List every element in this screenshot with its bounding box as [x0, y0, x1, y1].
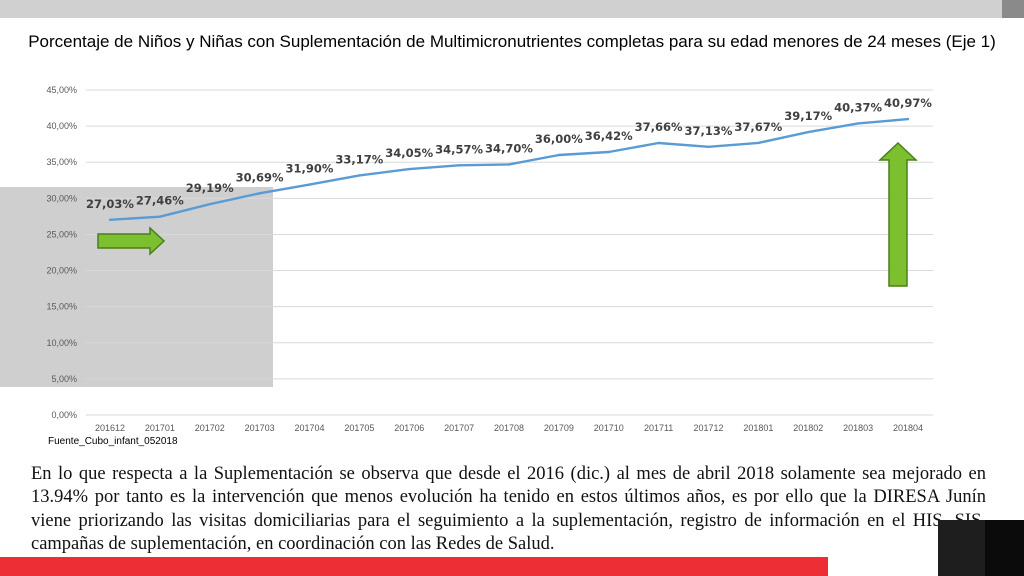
y-tick-label: 30,00% — [46, 193, 77, 203]
up-arrow-icon — [878, 141, 918, 287]
data-point — [856, 122, 860, 125]
data-label: 37,67% — [734, 120, 782, 134]
y-tick-label: 10,00% — [46, 338, 77, 348]
data-point — [657, 141, 660, 145]
y-tick-label: 5,00% — [51, 374, 77, 384]
data-label: 37,13% — [685, 124, 733, 138]
x-tick-label: 201802 — [793, 423, 823, 433]
data-label: 34,57% — [435, 142, 483, 156]
data-label: 36,00% — [535, 132, 583, 146]
data-point — [707, 145, 710, 149]
y-tick-label: 0,00% — [51, 410, 77, 420]
x-tick-label: 201612 — [95, 423, 125, 433]
data-label: 34,05% — [385, 146, 433, 160]
source-note: Fuente_Cubo_infant_052018 — [48, 436, 178, 447]
data-point — [108, 218, 112, 221]
data-point — [507, 163, 511, 166]
top-decor-corner — [1002, 0, 1024, 18]
data-point — [906, 117, 910, 121]
data-label: 27,03% — [86, 197, 134, 211]
data-label: 39,17% — [784, 109, 832, 123]
data-label: 33,17% — [335, 152, 383, 166]
x-tick-label: 201706 — [394, 423, 424, 433]
series-line — [109, 117, 909, 221]
data-label: 34,70% — [485, 141, 533, 155]
y-tick-label: 15,00% — [46, 302, 77, 312]
data-point — [607, 150, 610, 154]
y-tick-label: 25,00% — [46, 229, 77, 239]
y-tick-label: 20,00% — [46, 266, 77, 276]
data-label: 29,19% — [186, 181, 234, 195]
x-tick-label: 201702 — [195, 423, 225, 433]
x-tick-label: 201705 — [344, 423, 374, 433]
y-tick-label: 35,00% — [46, 157, 77, 167]
x-tick-label: 201708 — [494, 423, 524, 433]
data-point — [557, 153, 561, 157]
right-arrow-icon — [97, 226, 166, 256]
chart-title: Porcentaje de Niños y Niñas con Suplemen… — [28, 32, 996, 51]
x-tick-label: 201707 — [444, 423, 474, 433]
data-label: 27,46% — [136, 194, 184, 208]
x-tick-label: 201804 — [893, 423, 923, 433]
data-point — [308, 183, 311, 186]
data-point — [358, 174, 361, 177]
gray-overlay-block — [0, 187, 273, 387]
x-tick-label: 201711 — [644, 423, 673, 433]
y-tick-label: 40,00% — [46, 121, 77, 131]
bottom-red-bar — [0, 557, 828, 576]
data-point — [158, 215, 162, 218]
line-chart: 0,00% 5,00% 10,00% 15,00% 20,00% 25,00% 30,00%… — [46, 85, 933, 433]
data-point — [258, 192, 261, 195]
data-point — [757, 141, 760, 145]
x-tick-label: 201709 — [544, 423, 574, 433]
x-tick-label: 201801 — [743, 423, 773, 433]
x-tick-label: 201710 — [594, 423, 624, 433]
data-point — [457, 164, 461, 167]
top-decor-bar — [0, 0, 1024, 18]
data-label: 40,97% — [884, 96, 932, 110]
x-tick-label: 201803 — [843, 423, 873, 433]
x-tick-label: 201712 — [693, 423, 723, 433]
body-paragraph: En lo que respecta a la Suplementación s… — [31, 464, 986, 554]
bottom-dark-corner — [985, 520, 1024, 576]
data-label: 30,69% — [236, 170, 284, 184]
data-point — [408, 167, 411, 171]
data-label: 36,42% — [585, 129, 633, 143]
x-tick-label: 201701 — [145, 423, 175, 433]
data-point — [807, 130, 810, 134]
data-point — [208, 202, 211, 206]
x-tick-label: 201704 — [294, 423, 324, 433]
x-tick-label: 201703 — [245, 423, 275, 433]
data-label: 37,66% — [635, 120, 683, 134]
data-label: 40,37% — [834, 100, 882, 114]
y-tick-label: 45,00% — [46, 85, 77, 95]
data-label: 31,90% — [286, 162, 334, 176]
